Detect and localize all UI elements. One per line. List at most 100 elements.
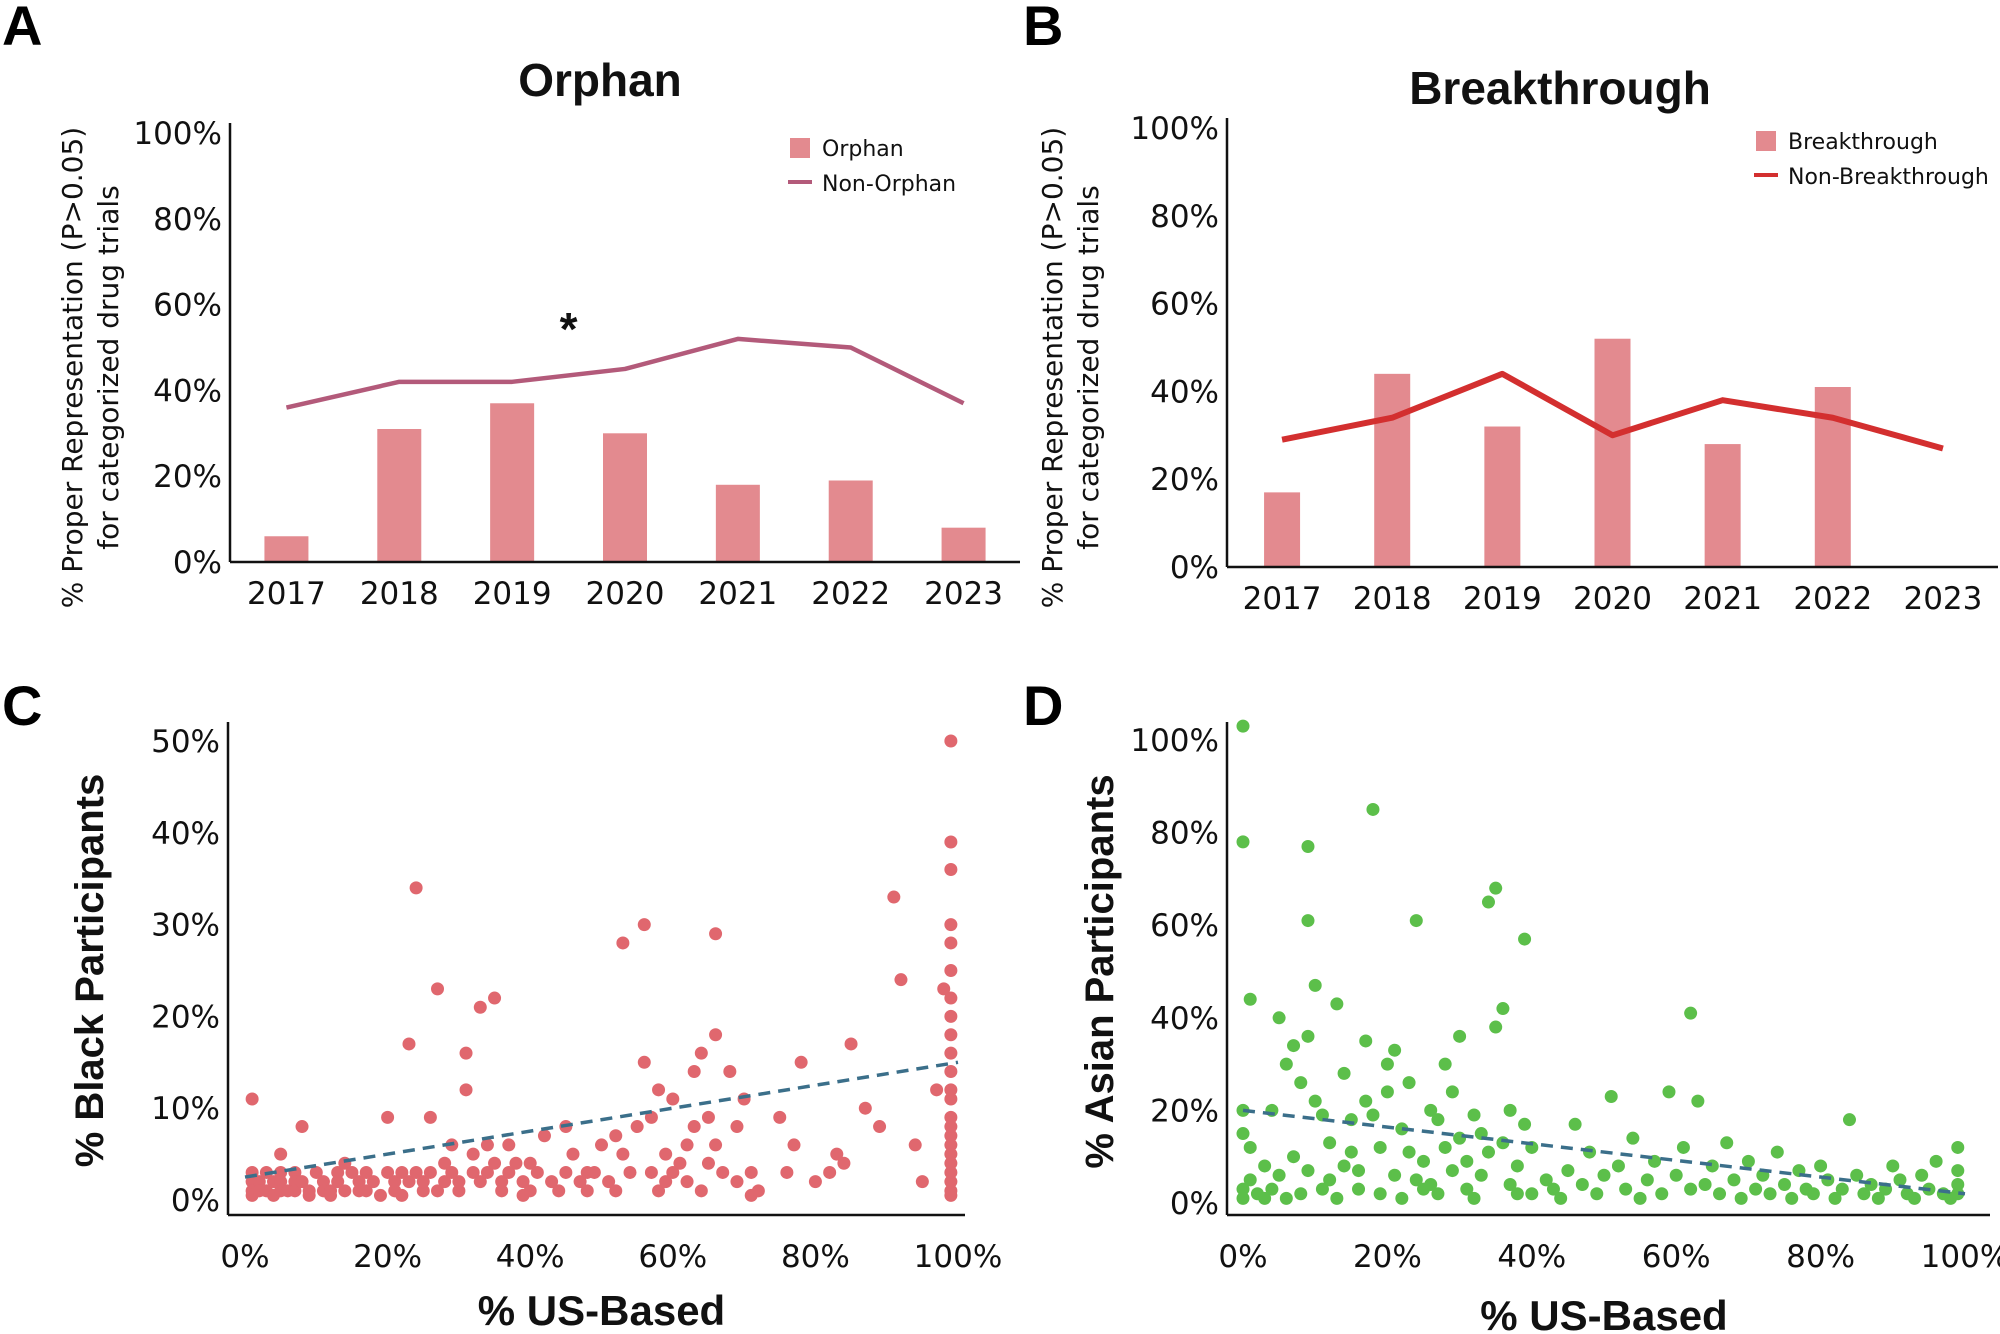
x-tick-label: 80% xyxy=(1786,1239,1855,1275)
data-point xyxy=(438,1175,452,1189)
x-tick-label: 2022 xyxy=(1793,581,1872,617)
data-point xyxy=(423,1165,437,1179)
data-point xyxy=(1258,1159,1272,1173)
series-line-non-breakthrough xyxy=(1281,370,1944,452)
data-point xyxy=(1806,1187,1820,1201)
data-point xyxy=(274,1165,288,1179)
data-point xyxy=(473,1175,487,1189)
bar-2021 xyxy=(1704,444,1741,567)
data-point xyxy=(1359,1094,1373,1108)
legend-label: Orphan xyxy=(822,137,904,162)
data-point xyxy=(1265,1182,1279,1196)
data-point xyxy=(1236,1182,1250,1196)
data-point xyxy=(1438,1057,1452,1071)
data-point xyxy=(1279,1191,1293,1205)
data-point xyxy=(1409,914,1423,928)
data-point xyxy=(687,1064,701,1078)
data-point xyxy=(359,1184,373,1198)
chart-orphan: Orphan 0% 20% 40% 60% 80% 100% % Proper Represe… xyxy=(56,54,1020,612)
data-point xyxy=(1366,802,1380,816)
data-point xyxy=(381,1165,395,1179)
legend-label: Breakthrough xyxy=(1788,130,1938,155)
data-point xyxy=(1886,1159,1900,1173)
data-point xyxy=(844,1037,858,1051)
data-point xyxy=(1489,1020,1503,1034)
data-point xyxy=(1294,1076,1308,1090)
data-point xyxy=(944,1129,958,1143)
data-point xyxy=(416,1184,430,1198)
data-point xyxy=(944,1120,958,1134)
data-point xyxy=(552,1184,566,1198)
bar-2018 xyxy=(1374,373,1411,567)
data-point xyxy=(1929,1154,1943,1168)
data-point xyxy=(1842,1113,1856,1127)
y-tick-label: 0% xyxy=(1170,1186,1219,1222)
y-tick-label: 40% xyxy=(1150,374,1219,410)
data-point xyxy=(445,1165,459,1179)
data-point xyxy=(673,1156,687,1170)
data-point xyxy=(1323,1136,1337,1150)
data-point xyxy=(1575,1177,1589,1191)
data-point xyxy=(1864,1177,1878,1191)
data-point xyxy=(944,1064,958,1078)
data-point xyxy=(1705,1159,1719,1173)
data-point xyxy=(1503,1103,1517,1117)
data-point xyxy=(274,1175,288,1189)
y-axis-label: % Asian Participants xyxy=(1078,774,1122,1168)
data-point xyxy=(1438,1140,1452,1154)
legend-swatch-orphan xyxy=(790,138,810,158)
data-point xyxy=(595,1138,608,1152)
data-point xyxy=(1344,1145,1358,1159)
significance-asterisk: * xyxy=(560,303,578,355)
x-tick-label: 20% xyxy=(1353,1239,1422,1275)
y-tick-label: 40% xyxy=(151,816,220,852)
data-point xyxy=(1460,1182,1474,1196)
data-point xyxy=(652,1083,666,1097)
data-point xyxy=(1828,1191,1842,1205)
data-point xyxy=(1510,1187,1524,1201)
data-point xyxy=(930,1083,944,1097)
data-point xyxy=(680,1175,694,1189)
y-tick-label: 60% xyxy=(153,288,222,324)
data-point xyxy=(1821,1173,1835,1187)
chart-black-participants-scatter: 0% 10% 20% 30% 40% 50% 0% 20% 40% 60% 80% 100% % US-… xyxy=(68,722,1002,1334)
data-point xyxy=(345,1165,359,1179)
x-tick-label: 40% xyxy=(1497,1239,1566,1275)
data-point xyxy=(659,1147,673,1161)
data-point xyxy=(1308,978,1322,992)
data-point xyxy=(1951,1140,1965,1154)
data-point xyxy=(1496,1002,1510,1016)
y-axis-label: % Black Participants xyxy=(68,774,112,1168)
data-point xyxy=(309,1165,323,1179)
y-tick-label: 0% xyxy=(171,1183,220,1219)
data-point xyxy=(944,918,958,932)
x-tick-label: 2021 xyxy=(698,576,777,612)
data-point xyxy=(1720,1136,1734,1150)
data-point xyxy=(1698,1177,1712,1191)
data-point xyxy=(324,1188,338,1202)
data-point xyxy=(1489,881,1503,895)
data-point xyxy=(1539,1173,1553,1187)
bar-2019 xyxy=(490,403,535,562)
y-tick-label: 20% xyxy=(151,999,220,1035)
data-point xyxy=(623,1165,637,1179)
data-point xyxy=(659,1175,673,1189)
data-point xyxy=(944,863,958,877)
y-tick-label: 80% xyxy=(1150,816,1219,852)
x-tick-label: 80% xyxy=(781,1239,850,1275)
data-point xyxy=(516,1175,530,1189)
chart-title: Orphan xyxy=(518,54,682,106)
data-point xyxy=(1893,1173,1907,1187)
data-point xyxy=(566,1147,580,1161)
data-point xyxy=(431,982,445,996)
data-point xyxy=(1380,1085,1394,1099)
data-point xyxy=(823,1165,837,1179)
data-point xyxy=(616,936,630,950)
data-point xyxy=(1518,932,1532,946)
data-point xyxy=(1236,1127,1250,1141)
data-point xyxy=(687,1120,701,1134)
data-point xyxy=(1417,1154,1430,1168)
data-point xyxy=(1951,1177,1965,1191)
data-point xyxy=(944,991,958,1005)
data-point xyxy=(1279,1057,1293,1071)
